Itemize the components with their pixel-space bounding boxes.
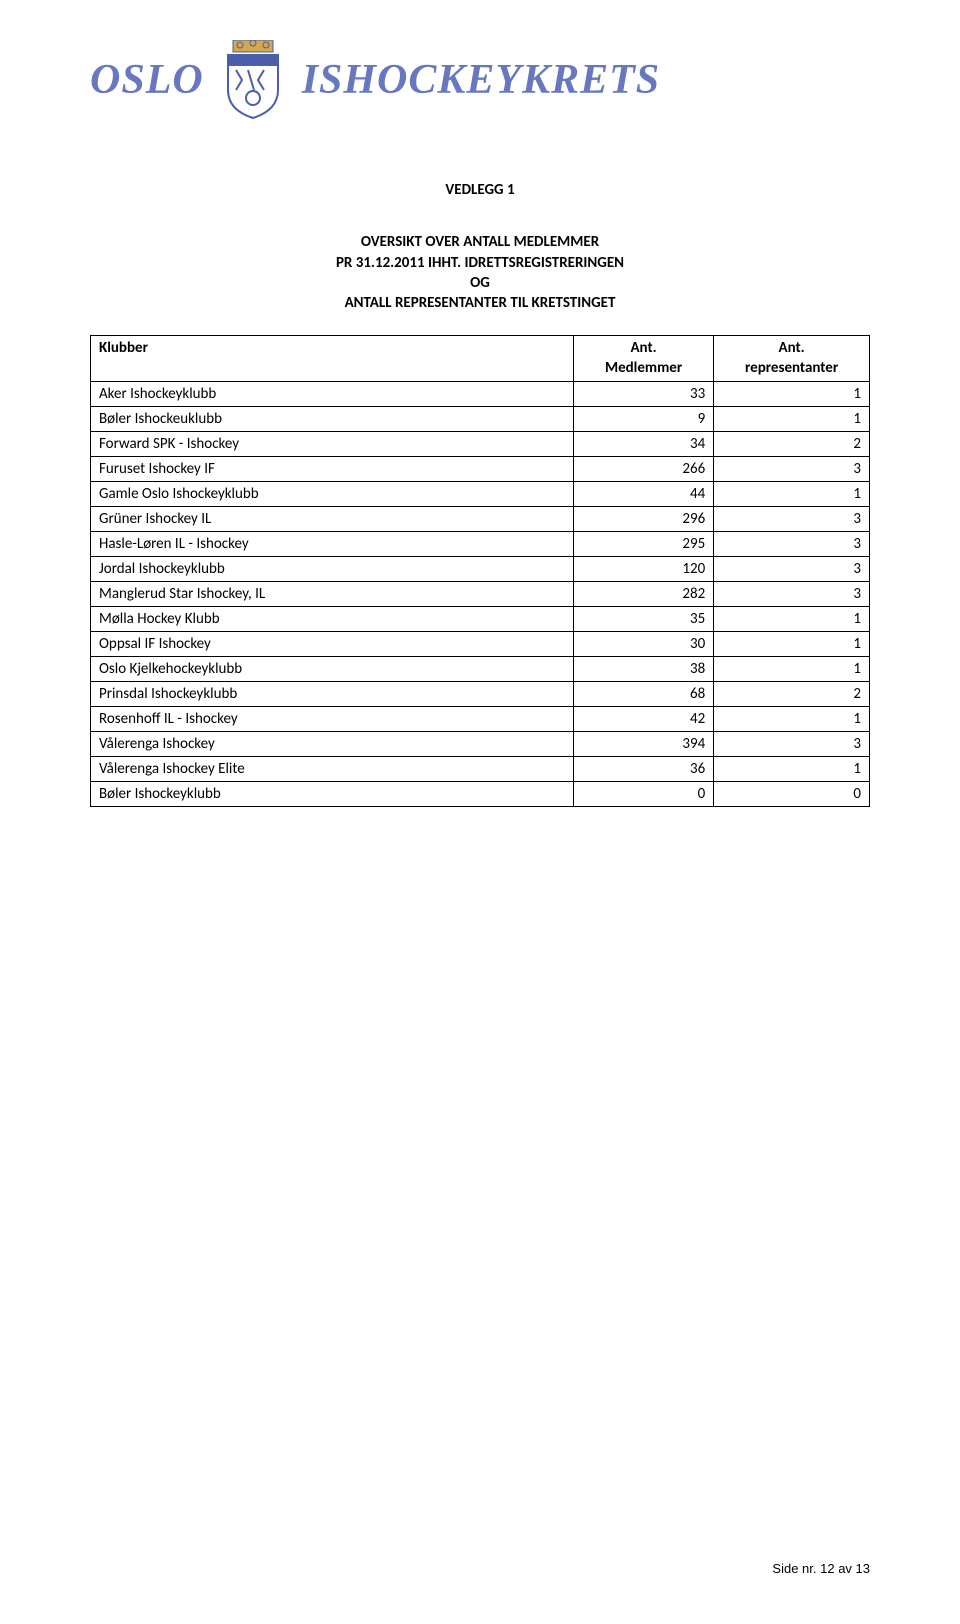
cell-members: 295 [573,532,713,557]
cell-members: 282 [573,582,713,607]
cell-club: Oppsal IF Ishockey [91,632,574,657]
cell-reps: 2 [714,432,870,457]
table-row: Hasle-Løren IL - Ishockey2953 [91,532,870,557]
cell-members: 0 [573,782,713,807]
cell-club: Bøler Ishockeuklubb [91,407,574,432]
col-header-medlemmer-l1: Ant. [582,339,705,359]
col-header-representanter-l2: representanter [722,359,861,379]
cell-club: Furuset Ishockey IF [91,457,574,482]
page-wrapper: OSLO ISHOCKEYKRETS VEDLEGG 1 OVERSIKT OV… [0,0,960,847]
members-table: Klubber Ant. Medlemmer Ant. representant… [90,335,870,807]
cell-members: 33 [573,382,713,407]
table-body: Aker Ishockeyklubb331Bøler Ishockeuklubb… [91,382,870,807]
table-row: Vålerenga Ishockey3943 [91,732,870,757]
cell-reps: 1 [714,407,870,432]
cell-reps: 3 [714,557,870,582]
table-row: Manglerud Star Ishockey, IL2823 [91,582,870,607]
cell-club: Forward SPK - Ishockey [91,432,574,457]
cell-members: 394 [573,732,713,757]
cell-reps: 3 [714,457,870,482]
cell-members: 296 [573,507,713,532]
logo-text-left: OSLO [90,56,204,104]
col-header-representanter-l1: Ant. [722,339,861,359]
header-logo: OSLO ISHOCKEYKRETS [90,40,870,120]
table-row: Forward SPK - Ishockey342 [91,432,870,457]
cell-members: 266 [573,457,713,482]
table-row: Vålerenga Ishockey Elite361 [91,757,870,782]
logo-emblem-icon [218,40,288,120]
cell-reps: 3 [714,532,870,557]
subtitle-line-3: OG [90,273,870,293]
cell-members: 36 [573,757,713,782]
cell-members: 34 [573,432,713,457]
cell-members: 42 [573,707,713,732]
cell-club: Vålerenga Ishockey Elite [91,757,574,782]
cell-club: Aker Ishockeyklubb [91,382,574,407]
cell-members: 44 [573,482,713,507]
cell-members: 38 [573,657,713,682]
subtitle-line-4: ANTALL REPRESENTANTER TIL KRETSTINGET [90,293,870,313]
table-row: Furuset Ishockey IF2663 [91,457,870,482]
cell-club: Mølla Hockey Klubb [91,607,574,632]
cell-club: Manglerud Star Ishockey, IL [91,582,574,607]
cell-reps: 1 [714,382,870,407]
table-row: Grüner Ishockey IL2963 [91,507,870,532]
table-header-row: Klubber Ant. Medlemmer Ant. representant… [91,336,870,382]
table-row: Mølla Hockey Klubb351 [91,607,870,632]
cell-members: 9 [573,407,713,432]
cell-reps: 1 [714,607,870,632]
cell-reps: 3 [714,582,870,607]
table-row: Oslo Kjelkehockeyklubb381 [91,657,870,682]
table-row: Jordal Ishockeyklubb1203 [91,557,870,582]
table-row: Bøler Ishockeyklubb00 [91,782,870,807]
subtitle-block: OVERSIKT OVER ANTALL MEDLEMMER PR 31.12.… [90,232,870,313]
table-row: Bøler Ishockeuklubb91 [91,407,870,432]
col-header-representanter: Ant. representanter [714,336,870,382]
cell-reps: 3 [714,507,870,532]
col-header-medlemmer-l2: Medlemmer [582,359,705,379]
table-row: Oppsal IF Ishockey301 [91,632,870,657]
page-footer: Side nr. 12 av 13 [772,1561,870,1576]
cell-club: Gamle Oslo Ishockeyklubb [91,482,574,507]
cell-club: Grüner Ishockey IL [91,507,574,532]
logo-text-right: ISHOCKEYKRETS [302,56,660,104]
page-title-block: VEDLEGG 1 [90,180,870,200]
cell-reps: 1 [714,757,870,782]
cell-reps: 2 [714,682,870,707]
table-row: Gamle Oslo Ishockeyklubb441 [91,482,870,507]
col-header-medlemmer: Ant. Medlemmer [573,336,713,382]
cell-members: 35 [573,607,713,632]
cell-club: Rosenhoff IL - Ishockey [91,707,574,732]
cell-reps: 1 [714,657,870,682]
cell-reps: 3 [714,732,870,757]
cell-reps: 1 [714,632,870,657]
cell-reps: 1 [714,707,870,732]
cell-club: Prinsdal Ishockeyklubb [91,682,574,707]
cell-club: Hasle-Løren IL - Ishockey [91,532,574,557]
cell-club: Jordal Ishockeyklubb [91,557,574,582]
subtitle-line-1: OVERSIKT OVER ANTALL MEDLEMMER [90,232,870,252]
table-row: Rosenhoff IL - Ishockey421 [91,707,870,732]
vedlegg-title: VEDLEGG 1 [90,180,870,200]
cell-members: 120 [573,557,713,582]
cell-members: 68 [573,682,713,707]
cell-club: Vålerenga Ishockey [91,732,574,757]
cell-members: 30 [573,632,713,657]
cell-club: Bøler Ishockeyklubb [91,782,574,807]
table-row: Aker Ishockeyklubb331 [91,382,870,407]
cell-reps: 1 [714,482,870,507]
cell-club: Oslo Kjelkehockeyklubb [91,657,574,682]
subtitle-line-2: PR 31.12.2011 IHHT. IDRETTSREGISTRERINGE… [90,253,870,273]
table-row: Prinsdal Ishockeyklubb682 [91,682,870,707]
cell-reps: 0 [714,782,870,807]
col-header-klubber: Klubber [91,336,574,382]
